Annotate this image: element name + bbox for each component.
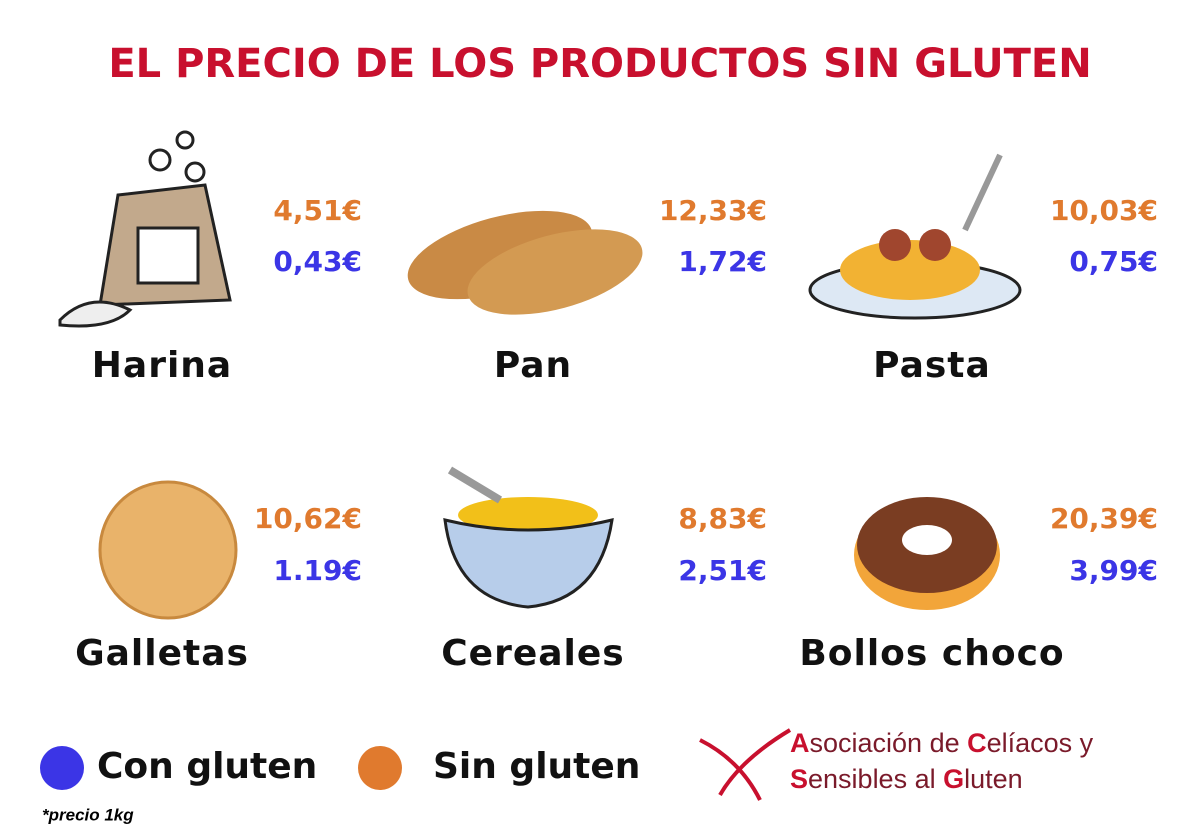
product-name: Pasta bbox=[873, 345, 991, 386]
logo-segment: luten bbox=[964, 764, 1023, 794]
logo-mark bbox=[699, 728, 792, 801]
logo-segment: elíacos y bbox=[987, 728, 1094, 758]
price-sin-gluten: 12,33€ bbox=[659, 194, 767, 227]
legend-swatch bbox=[40, 746, 84, 790]
price-sin-gluten: 10,03€ bbox=[1050, 194, 1158, 227]
logo-segment: ensibles al bbox=[808, 764, 943, 794]
footnote: *precio 1kg bbox=[42, 805, 134, 824]
price-con-gluten: 3,99€ bbox=[1069, 554, 1158, 587]
price-sin-gluten: 8,83€ bbox=[678, 502, 767, 535]
logo-segment: A bbox=[790, 728, 810, 758]
title: EL PRECIO DE LOS PRODUCTOS SIN GLUTEN bbox=[108, 41, 1091, 87]
price-con-gluten: 2,51€ bbox=[678, 554, 767, 587]
cereal-illustration bbox=[443, 466, 614, 609]
product-name: Harina bbox=[92, 345, 232, 386]
logo-segment: C bbox=[967, 728, 987, 758]
price-con-gluten: 0,75€ bbox=[1069, 245, 1158, 278]
product-name: Pan bbox=[494, 345, 572, 386]
price-sin-gluten: 20,39€ bbox=[1050, 502, 1158, 535]
price-sin-gluten: 10,62€ bbox=[254, 502, 362, 535]
donut-illustration bbox=[854, 497, 1000, 610]
logo-text: Asociación de Celíacos y bbox=[790, 728, 1094, 758]
legend-label: Con gluten bbox=[97, 746, 317, 787]
price-sin-gluten: 4,51€ bbox=[273, 194, 362, 227]
product-name: Bollos choco bbox=[799, 633, 1064, 674]
cookie-illustration bbox=[98, 480, 238, 620]
legend-swatch bbox=[358, 746, 402, 790]
pasta-illustration bbox=[808, 153, 1022, 320]
logo-segment: S bbox=[790, 764, 808, 794]
logo-segment: sociación de bbox=[810, 728, 968, 758]
logo-segment: G bbox=[943, 764, 964, 794]
price-con-gluten: 1.19€ bbox=[273, 554, 362, 587]
bread-illustration bbox=[407, 210, 643, 315]
price-con-gluten: 0,43€ bbox=[273, 245, 362, 278]
legend-label: Sin gluten bbox=[433, 746, 640, 787]
price-con-gluten: 1,72€ bbox=[678, 245, 767, 278]
flour-illustration bbox=[58, 130, 232, 328]
product-name: Cereales bbox=[441, 633, 624, 674]
logo-text: Sensibles al Gluten bbox=[790, 764, 1023, 794]
product-name: Galletas bbox=[75, 633, 249, 674]
